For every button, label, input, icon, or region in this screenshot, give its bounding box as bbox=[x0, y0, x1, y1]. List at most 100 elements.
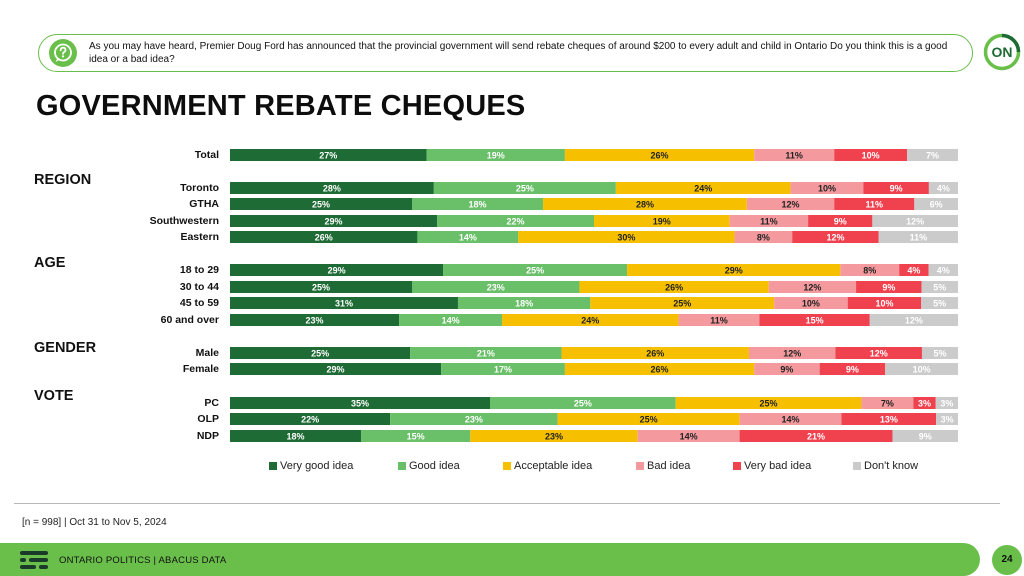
data-label: 25% bbox=[673, 299, 691, 309]
data-label: 23% bbox=[545, 432, 563, 442]
bar-segment bbox=[627, 264, 841, 276]
bar-segment bbox=[921, 347, 958, 359]
bar-segment bbox=[847, 297, 922, 309]
bar-segment bbox=[230, 198, 412, 210]
bar-segment bbox=[564, 149, 755, 161]
data-label: 25% bbox=[516, 184, 534, 194]
bar-segment bbox=[748, 347, 836, 359]
data-label: 7% bbox=[926, 151, 939, 161]
data-label: 6% bbox=[930, 200, 943, 210]
data-label: 29% bbox=[328, 266, 346, 276]
data-label: 11% bbox=[785, 151, 803, 161]
bar-segment bbox=[754, 363, 820, 375]
legend-swatch bbox=[398, 462, 406, 470]
data-label: 14% bbox=[680, 432, 698, 442]
data-label: 10% bbox=[913, 365, 931, 375]
data-label: 15% bbox=[806, 316, 824, 326]
data-label: 26% bbox=[646, 349, 664, 359]
row-label: 30 to 44 bbox=[180, 281, 219, 293]
legend-label: Don't know bbox=[864, 460, 918, 472]
legend-swatch bbox=[269, 462, 277, 470]
question-text: As you may have heard, Premier Doug Ford… bbox=[89, 41, 948, 65]
data-label: 8% bbox=[757, 233, 770, 243]
bar-segment bbox=[834, 149, 908, 161]
data-label: 11% bbox=[760, 217, 778, 227]
data-label: 11% bbox=[866, 200, 884, 210]
data-label: 25% bbox=[526, 266, 544, 276]
data-label: 29% bbox=[327, 365, 345, 375]
data-label: 24% bbox=[581, 316, 599, 326]
bar-segment bbox=[774, 297, 848, 309]
footer-divider bbox=[14, 503, 1000, 504]
bar-segment bbox=[361, 430, 471, 442]
data-label: 12% bbox=[803, 283, 821, 293]
row-label: 45 to 59 bbox=[180, 297, 219, 309]
bar-segment bbox=[834, 198, 915, 210]
data-label: 25% bbox=[312, 200, 330, 210]
data-label: 14% bbox=[442, 316, 460, 326]
bar-segment bbox=[417, 231, 519, 243]
data-label: 14% bbox=[782, 415, 800, 425]
bar-segment bbox=[759, 314, 870, 326]
bar-segment bbox=[907, 149, 958, 161]
data-label: 9% bbox=[882, 283, 895, 293]
page-number: 24 bbox=[992, 545, 1022, 575]
data-label: 23% bbox=[306, 316, 324, 326]
data-label: 23% bbox=[487, 283, 505, 293]
bar-segment bbox=[390, 413, 558, 425]
bar-segment bbox=[490, 397, 676, 409]
bar-segment bbox=[230, 347, 411, 359]
bar-segment bbox=[230, 264, 444, 276]
bar-segment bbox=[675, 397, 862, 409]
row-label: NDP bbox=[197, 430, 219, 442]
legend-label: Bad idea bbox=[647, 460, 691, 472]
legend-label: Acceptable idea bbox=[514, 460, 593, 472]
data-label: 10% bbox=[862, 151, 880, 161]
page-title: GOVERNMENT REBATE CHEQUES bbox=[36, 90, 526, 122]
bar-segment bbox=[790, 182, 864, 194]
data-label: 25% bbox=[760, 399, 778, 409]
bar-segment bbox=[840, 264, 900, 276]
row-label: PC bbox=[204, 397, 219, 409]
data-label: 9% bbox=[919, 432, 932, 442]
bar-segment bbox=[819, 363, 886, 375]
bar-segment bbox=[841, 413, 937, 425]
question-bubble-icon bbox=[49, 39, 77, 67]
data-label: 35% bbox=[351, 399, 369, 409]
data-label: 28% bbox=[636, 200, 654, 210]
bar-segment bbox=[230, 215, 437, 227]
bar-segment bbox=[861, 397, 914, 409]
bar-segment bbox=[885, 363, 958, 375]
data-label: 18% bbox=[469, 200, 487, 210]
bar-segment bbox=[230, 397, 490, 409]
data-label: 3% bbox=[940, 399, 953, 409]
bar-segment bbox=[594, 215, 730, 227]
data-label: 25% bbox=[312, 283, 330, 293]
data-label: 25% bbox=[640, 415, 658, 425]
data-label: 26% bbox=[651, 151, 669, 161]
bar-segment bbox=[856, 281, 922, 293]
data-label: 11% bbox=[910, 233, 928, 243]
data-label: 9% bbox=[834, 217, 847, 227]
bar-segment bbox=[436, 215, 594, 227]
legend-swatch bbox=[636, 462, 644, 470]
data-label: 19% bbox=[653, 217, 671, 227]
bar-segment bbox=[892, 430, 958, 442]
bar-segment bbox=[637, 430, 740, 442]
legend-swatch bbox=[733, 462, 741, 470]
bar-segment bbox=[230, 413, 391, 425]
bar-segment bbox=[230, 314, 400, 326]
row-label: Male bbox=[196, 347, 220, 359]
footer-bar bbox=[0, 543, 980, 576]
data-label: 26% bbox=[651, 365, 669, 375]
abacus-logo-icon bbox=[20, 551, 48, 569]
data-label: 12% bbox=[783, 349, 801, 359]
data-label: 5% bbox=[933, 283, 946, 293]
bar-segment bbox=[230, 281, 412, 293]
data-label: 13% bbox=[880, 415, 898, 425]
bar-segment bbox=[734, 231, 793, 243]
bar-segment bbox=[746, 198, 835, 210]
data-label: 18% bbox=[287, 432, 305, 442]
bar-segment bbox=[470, 430, 638, 442]
data-label: 9% bbox=[780, 365, 793, 375]
